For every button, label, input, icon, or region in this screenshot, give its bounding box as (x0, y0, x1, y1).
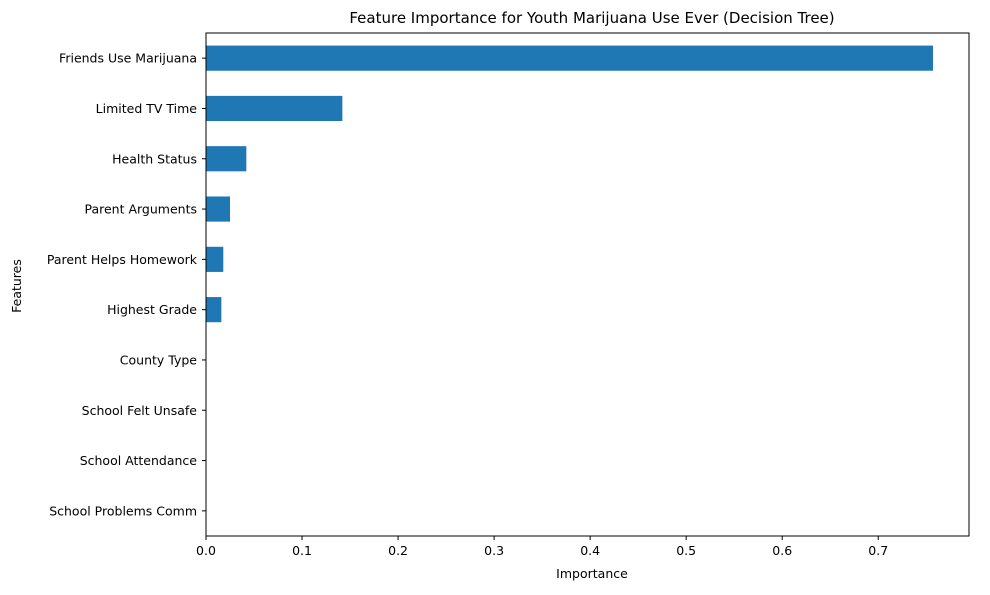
x-tick-label: 0.2 (388, 543, 408, 558)
x-tick-label: 0.4 (580, 543, 600, 558)
y-axis-ticks: Friends Use Marijuana Limited TV Time Heal… (47, 51, 206, 518)
y-tick-label: School Attendance (80, 453, 198, 468)
bar (206, 246, 224, 272)
y-tick-label: Parent Arguments (84, 202, 197, 217)
y-tick-label: Parent Helps Homework (47, 252, 198, 267)
y-tick-label: Highest Grade (107, 302, 197, 317)
y-tick-label: School Problems Comm (49, 503, 197, 518)
x-axis-label: Importance (556, 566, 628, 581)
x-tick-label: 0.6 (772, 543, 792, 558)
y-tick-label: School Felt Unsafe (82, 403, 198, 418)
y-tick-label: County Type (120, 352, 198, 367)
bar (206, 297, 222, 323)
x-tick-label: 0.5 (676, 543, 696, 558)
x-tick-label: 0.1 (292, 543, 312, 558)
x-tick-label: 0.0 (196, 543, 216, 558)
bar (206, 45, 933, 71)
bars-group (206, 45, 933, 323)
x-tick-label: 0.3 (484, 543, 504, 558)
y-tick-label: Limited TV Time (96, 101, 198, 116)
plot-frame (205, 32, 970, 537)
y-tick-label: Health Status (112, 151, 197, 166)
chart-title: Feature Importance for Youth Marijuana U… (349, 9, 834, 27)
x-tick-label: 0.7 (868, 543, 888, 558)
y-axis-label: Features (9, 259, 24, 313)
x-axis-ticks: 0.0 0.1 0.2 0.3 0.4 0.5 0.6 0.7 (196, 536, 888, 558)
bar (206, 146, 247, 172)
y-tick-label: Friends Use Marijuana (59, 51, 197, 66)
bar (206, 95, 343, 122)
bar (206, 196, 231, 222)
